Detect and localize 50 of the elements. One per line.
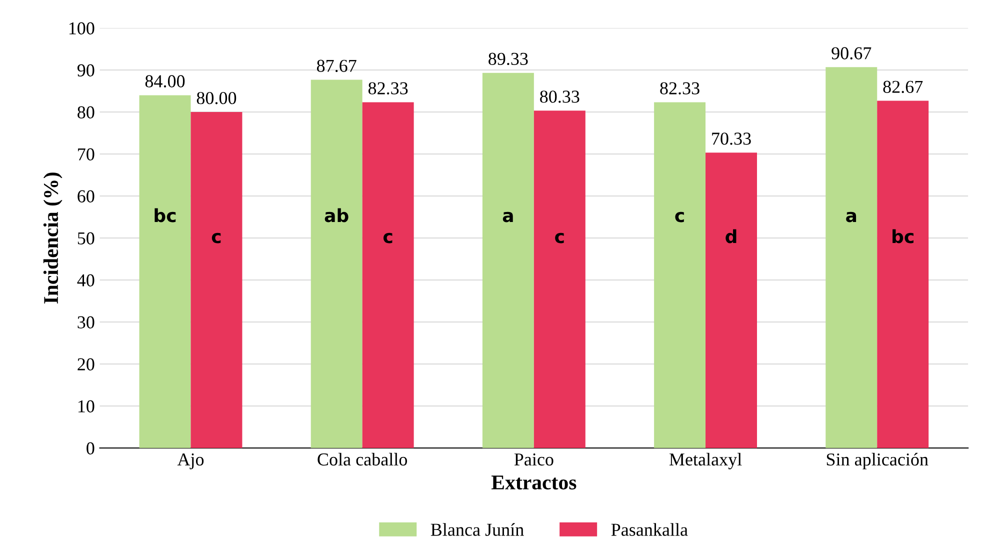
- bar: [654, 102, 706, 448]
- y-tick-label: 90: [77, 64, 94, 76]
- y-tick-label: 40: [77, 274, 94, 286]
- x-axis-title: Extractos: [491, 476, 576, 490]
- y-tick-label: 70: [78, 148, 94, 160]
- bar: [139, 95, 191, 448]
- data-label: 80.33: [540, 90, 580, 103]
- annotation: c: [384, 232, 392, 244]
- bar: [482, 72, 534, 448]
- y-tick-label: 10: [78, 400, 94, 412]
- data-label: 80.00: [196, 92, 236, 104]
- data-label: 87.67: [316, 60, 356, 72]
- data-label: 70.33: [712, 132, 751, 145]
- y-tick-label: 20: [78, 358, 94, 370]
- legend-label: Blanca Junín: [430, 523, 524, 536]
- data-label: 90.67: [832, 47, 872, 60]
- bar: [826, 67, 878, 448]
- annotation: a: [502, 212, 513, 222]
- bar: [534, 110, 586, 448]
- annotation: c: [675, 212, 684, 222]
- x-tick-label: Metalaxyl: [669, 452, 742, 470]
- x-tick-label: Cola caballo: [318, 452, 408, 466]
- bar: [362, 102, 414, 448]
- y-tick-label: 80: [78, 106, 94, 118]
- y-tick-label: 30: [78, 316, 94, 328]
- y-axis-title: Incidencia (%): [43, 172, 62, 304]
- data-label: 82.33: [660, 82, 700, 94]
- bar: [877, 100, 929, 448]
- annotation: ab: [324, 208, 348, 222]
- annotation: c: [555, 232, 564, 244]
- y-tick-label: 60: [78, 190, 94, 202]
- x-tick-label: Paico: [514, 453, 554, 466]
- annotation: bc: [154, 208, 176, 222]
- legend-label: Pasankalla: [611, 523, 688, 536]
- x-tick-label: Sin aplicación: [826, 452, 928, 470]
- annotation: d: [726, 229, 736, 244]
- bar: [706, 152, 757, 448]
- data-label: 82.67: [883, 80, 923, 94]
- x-tick-label: Ajo: [177, 453, 204, 470]
- annotation: c: [212, 232, 221, 244]
- y-tick-label: 0: [86, 442, 94, 454]
- y-tick-label: 100: [69, 22, 94, 34]
- bar: [190, 112, 242, 448]
- annotation: bc: [892, 229, 914, 244]
- data-label: 82.33: [368, 82, 408, 94]
- data-label: 89.33: [488, 52, 528, 66]
- bar: [310, 80, 362, 448]
- annotation: a: [846, 212, 856, 222]
- data-label: 84.00: [145, 75, 185, 88]
- y-tick-label: 50: [78, 232, 94, 244]
